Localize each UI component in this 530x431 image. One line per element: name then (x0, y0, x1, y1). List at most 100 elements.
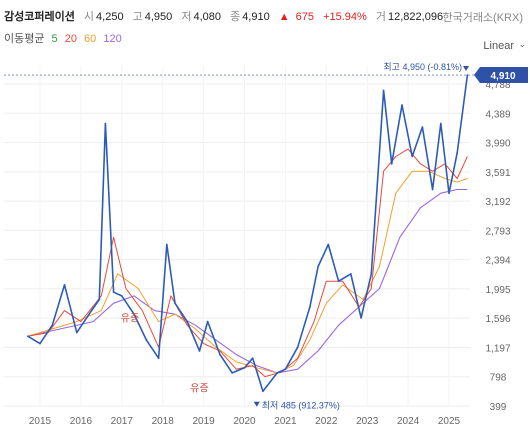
current-price-tag (474, 67, 528, 84)
data-point (309, 305, 311, 308)
y-tick-label: 4,788 (485, 80, 510, 91)
data-point (317, 265, 320, 268)
data-point (421, 126, 424, 129)
gridlines (4, 66, 470, 407)
ma-120-line (27, 188, 468, 374)
y-tick-label: 1,197 (485, 343, 510, 354)
low-value: 4,080 (193, 11, 221, 23)
data-point (26, 335, 29, 338)
data-point (262, 390, 264, 393)
data-point (219, 353, 221, 356)
ma-20-line (27, 148, 468, 378)
volume-value: 12,822,096 (388, 11, 444, 23)
data-point (439, 122, 442, 125)
ma-60[interactable]: 60 (84, 33, 97, 45)
x-tick-label: 2025 (438, 416, 461, 427)
data-point (88, 313, 90, 316)
data-point (296, 346, 299, 349)
data-point (370, 272, 373, 275)
x-tick-label: 2016 (70, 416, 93, 427)
ma-120[interactable]: 120 (103, 33, 122, 45)
open-label: 시 (83, 11, 95, 23)
data-point (98, 298, 101, 301)
chevron-down-icon[interactable]: ⌄ (518, 39, 526, 49)
low-label: 저 (181, 11, 192, 23)
event-annotation: 유증 (121, 313, 139, 325)
data-point (276, 372, 279, 374)
x-axis: 2015 2016 2017 2018 2019 2020 2021 2022 2023 2024… (29, 416, 461, 427)
data-point (251, 357, 254, 360)
data-point (39, 342, 41, 345)
y-tick-label: 3,591 (485, 168, 510, 179)
close-label: 종 (230, 11, 241, 23)
data-point (145, 338, 148, 341)
x-tick-label: 2024 (397, 416, 420, 427)
y-tick-label: 4,389 (485, 109, 510, 120)
low-marker-icon (253, 401, 260, 407)
data-point (157, 357, 160, 360)
high-label: 고 (132, 11, 143, 23)
x-tick-label: 2015 (29, 416, 52, 427)
data-point (448, 192, 450, 195)
data-point (112, 291, 115, 294)
data-point (431, 188, 434, 191)
high-value: 4,950 (144, 11, 173, 23)
scale-mode-select[interactable]: Linear (483, 40, 514, 52)
y-tick-label: 2,394 (485, 256, 510, 267)
ma-20[interactable]: 20 (64, 33, 77, 45)
stock-name: 감성코퍼레이션 (4, 11, 75, 23)
volume-label: 거 (375, 11, 387, 23)
data-point (411, 155, 414, 158)
data-point (349, 272, 352, 275)
y-tick-label: 1,995 (485, 285, 510, 296)
y-tick-label: 2,793 (485, 226, 510, 237)
y-tick-label: 399 (490, 402, 507, 413)
data-point (198, 350, 201, 352)
exchange-label: 한국거래소(KRX) (442, 12, 523, 24)
data-point (174, 302, 176, 305)
data-point (243, 366, 246, 369)
data-point (165, 243, 168, 246)
chart-header: 감성코퍼레이션 시 4,250 고 4,950 저 4,080 종 4,910 ▲ 675… (0, 0, 530, 52)
data-point (337, 280, 340, 283)
high-annotation: 최고 4,950 (-0.81%) (383, 62, 462, 72)
current-price-label: 4,910 (490, 71, 515, 82)
x-tick-label: 2021 (274, 416, 297, 427)
data-point (51, 324, 54, 327)
y-tick-label: 1,596 (485, 314, 510, 325)
data-point (186, 320, 189, 323)
ma-label: 이동평균 (4, 33, 45, 45)
data-point (133, 313, 135, 316)
data-point (206, 320, 209, 323)
data-point (75, 331, 78, 334)
moving-average-legend: 이동평균 5 20 60 120 (4, 30, 126, 46)
data-point (456, 151, 459, 154)
x-tick-label: 2022 (315, 416, 338, 427)
data-point (466, 74, 469, 76)
data-point (390, 162, 393, 165)
data-point (63, 283, 66, 286)
low-annotation: 최저 485 (912.37%) (262, 401, 340, 411)
change-value: 675 (295, 11, 315, 23)
open-value: 4,250 (96, 11, 124, 23)
data-point (120, 294, 123, 297)
x-tick-label: 2023 (356, 416, 379, 427)
data-point (104, 122, 107, 125)
data-point (382, 89, 385, 92)
ma-5[interactable]: 5 (51, 33, 58, 45)
x-tick-label: 2017 (111, 416, 134, 427)
x-tick-label: 2019 (192, 416, 215, 427)
data-point (327, 243, 330, 246)
data-point (360, 316, 362, 319)
close-value: 4,910 (242, 11, 270, 23)
y-tick-label: 798 (490, 373, 507, 384)
high-marker-icon (463, 66, 469, 71)
data-point (231, 372, 234, 374)
y-tick-label: 3,990 (485, 139, 510, 150)
x-tick-label: 2020 (233, 416, 256, 427)
ohlc-row: 감성코퍼레이션 시 4,250 고 4,950 저 4,080 종 4,910 ▲ 675… (4, 8, 449, 24)
change-percent: +15.94% (323, 11, 367, 23)
change-up-icon: ▲ (278, 11, 290, 23)
x-tick-label: 2018 (152, 416, 175, 427)
